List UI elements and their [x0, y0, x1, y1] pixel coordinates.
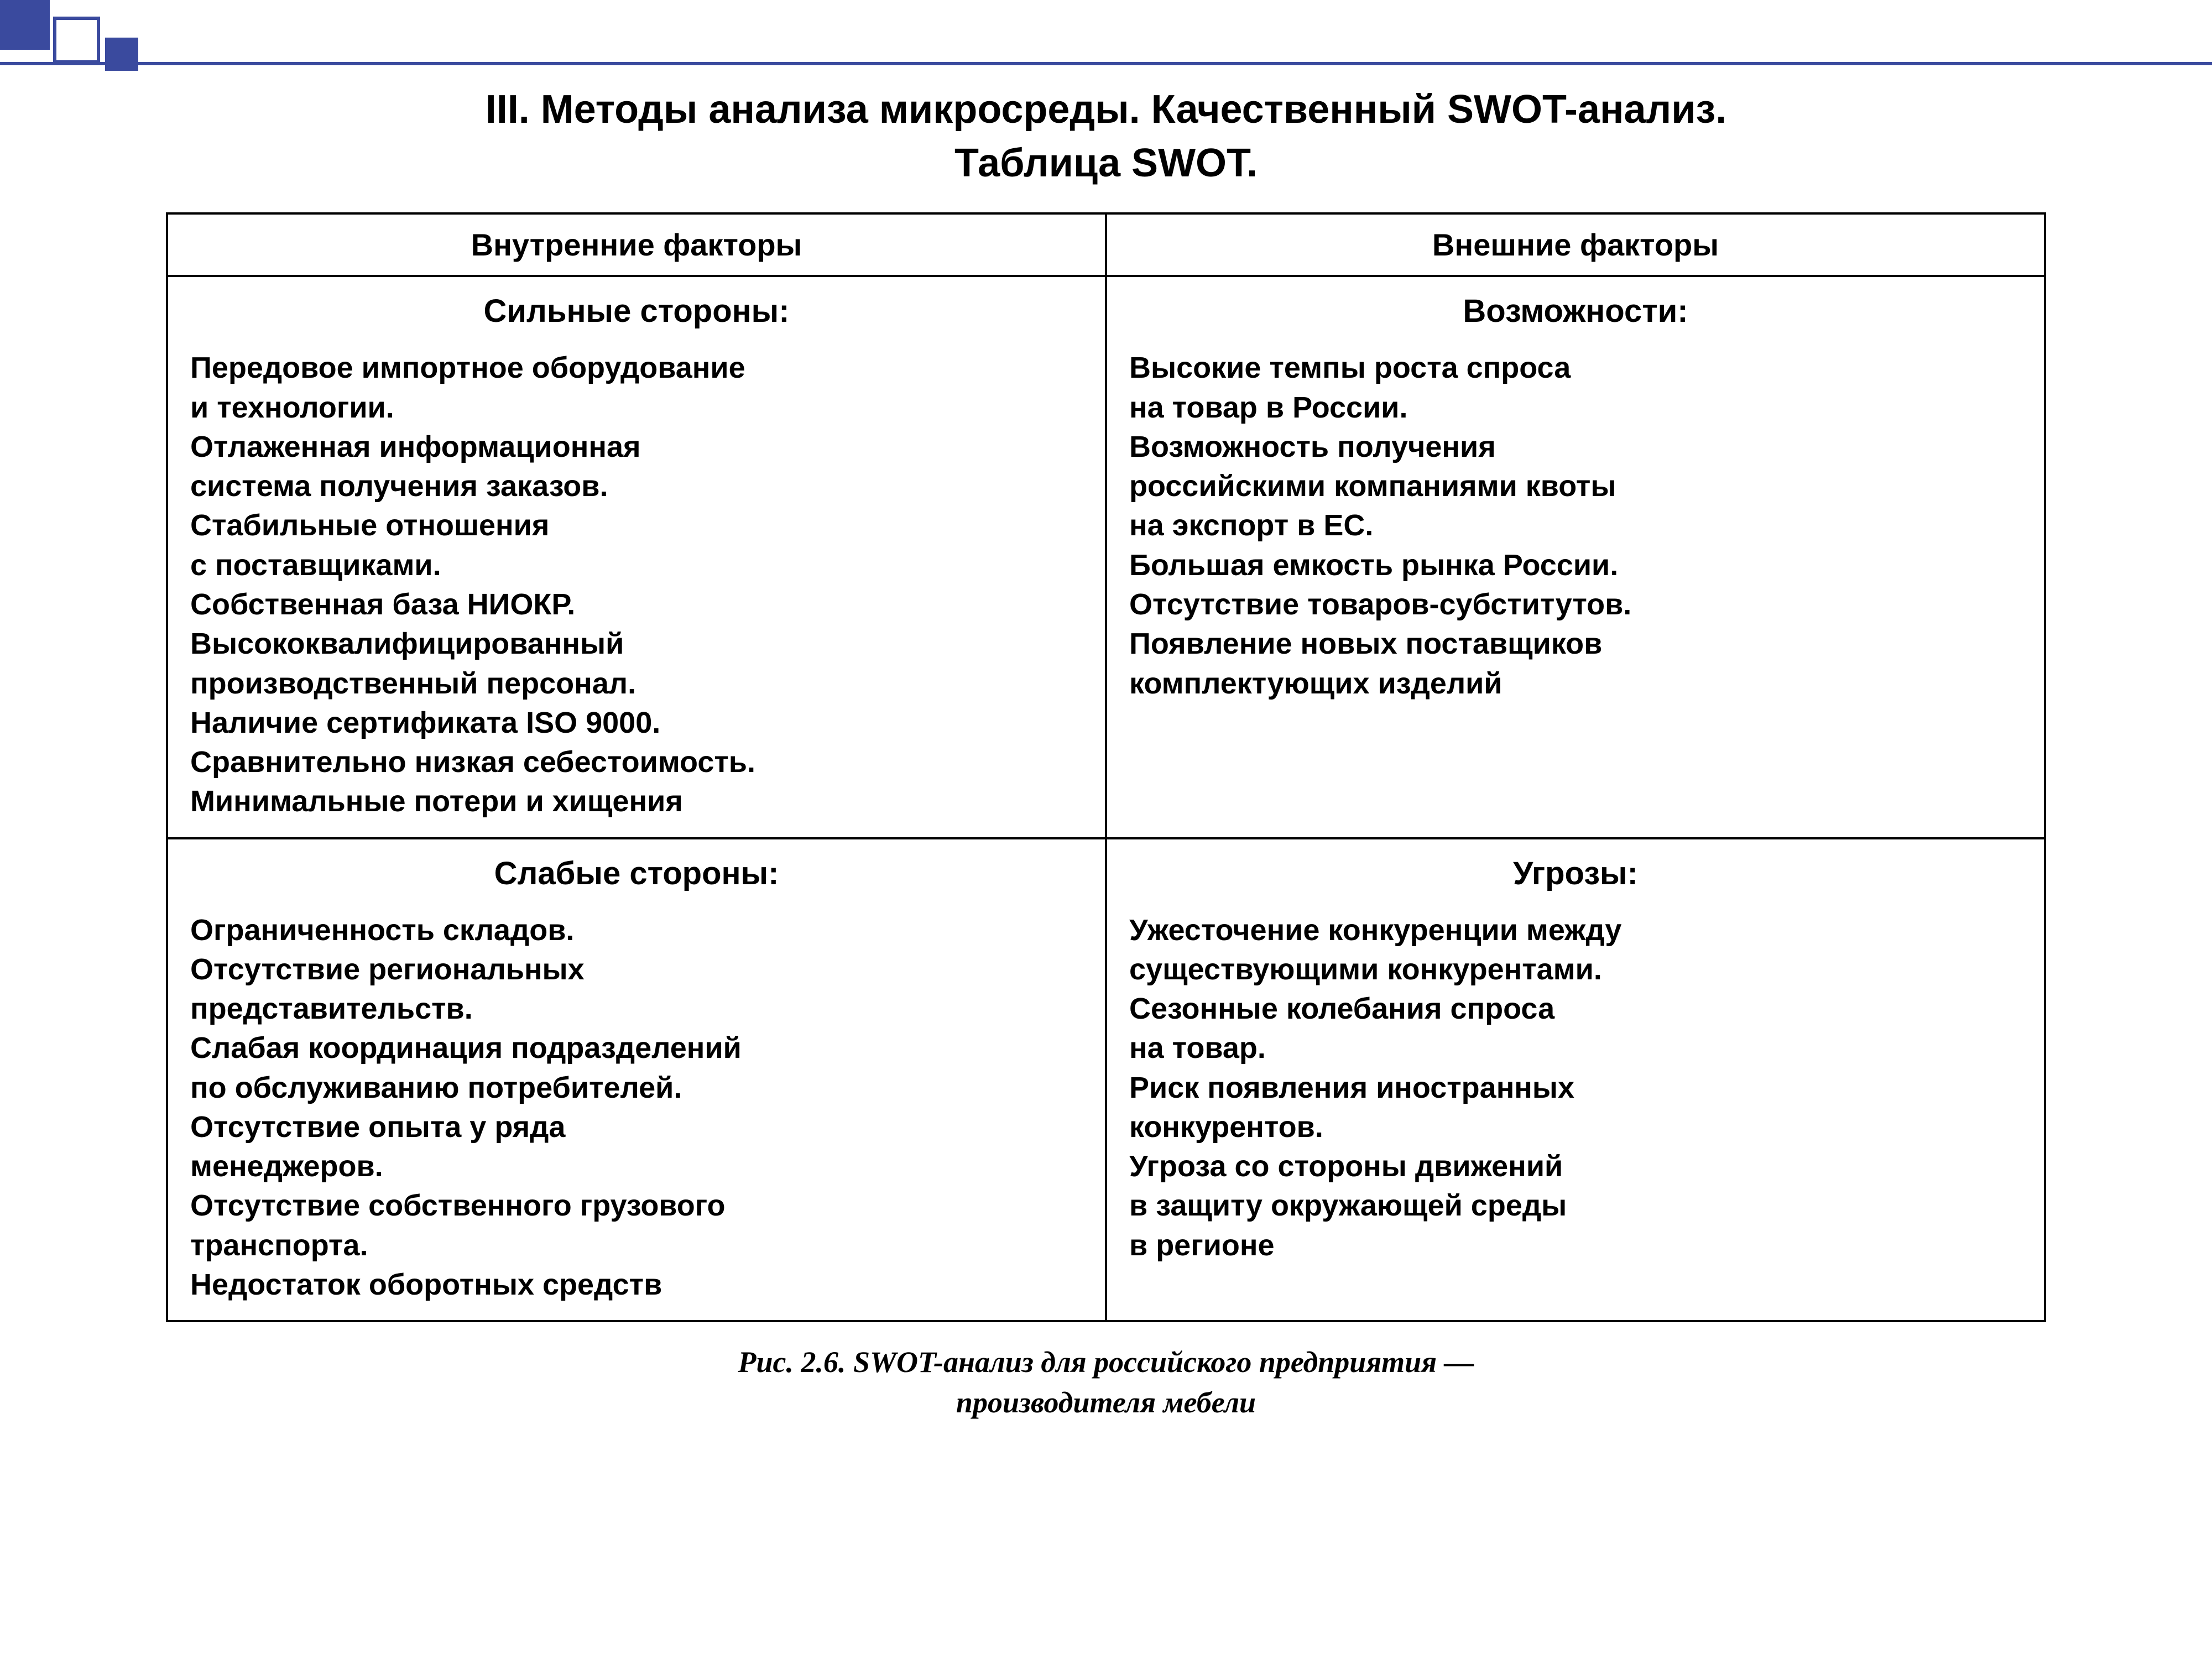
decoration-square-solid-1: [0, 0, 50, 50]
cell-opportunities-body: Высокие темпы роста спроса на товар в Ро…: [1129, 348, 2022, 703]
decoration-square-outline: [53, 17, 100, 64]
page-title: III. Методы анализа микросреды. Качестве…: [166, 83, 2046, 190]
cell-threats-title: Угрозы:: [1129, 855, 2022, 892]
title-line-2: Таблица SWOT.: [954, 141, 1258, 185]
cell-threats-body: Ужесточение конкуренции между существующ…: [1129, 911, 2022, 1265]
cell-strengths-body: Передовое импортное оборудование и техно…: [190, 348, 1083, 821]
decoration-horizontal-line: [0, 62, 2212, 65]
swot-table: Внутренние факторы Внешние факторы Сильн…: [166, 212, 2046, 1322]
title-line-1: III. Методы анализа микросреды. Качестве…: [486, 87, 1727, 132]
figure-caption: Рис. 2.6. SWOT-анализ для российского пр…: [166, 1342, 2046, 1423]
caption-line-2: производителя мебели: [956, 1386, 1256, 1419]
cell-threats: Угрозы: Ужесточение конкуренции между су…: [1106, 838, 2045, 1322]
decoration-square-solid-2: [105, 38, 138, 71]
slide-content: III. Методы анализа микросреды. Качестве…: [166, 83, 2046, 1423]
cell-opportunities: Возможности: Высокие темпы роста спроса …: [1106, 276, 2045, 838]
cell-weaknesses: Слабые стороны: Ограниченность складов. …: [167, 838, 1106, 1322]
caption-line-1: Рис. 2.6. SWOT-анализ для российского пр…: [738, 1345, 1474, 1379]
header-internal-factors: Внутренние факторы: [167, 213, 1106, 276]
cell-opportunities-title: Возможности:: [1129, 293, 2022, 330]
cell-weaknesses-title: Слабые стороны:: [190, 855, 1083, 892]
cell-strengths-title: Сильные стороны:: [190, 293, 1083, 330]
header-external-factors: Внешние факторы: [1106, 213, 2045, 276]
cell-weaknesses-body: Ограниченность складов. Отсутствие регио…: [190, 911, 1083, 1305]
cell-strengths: Сильные стороны: Передовое импортное обо…: [167, 276, 1106, 838]
